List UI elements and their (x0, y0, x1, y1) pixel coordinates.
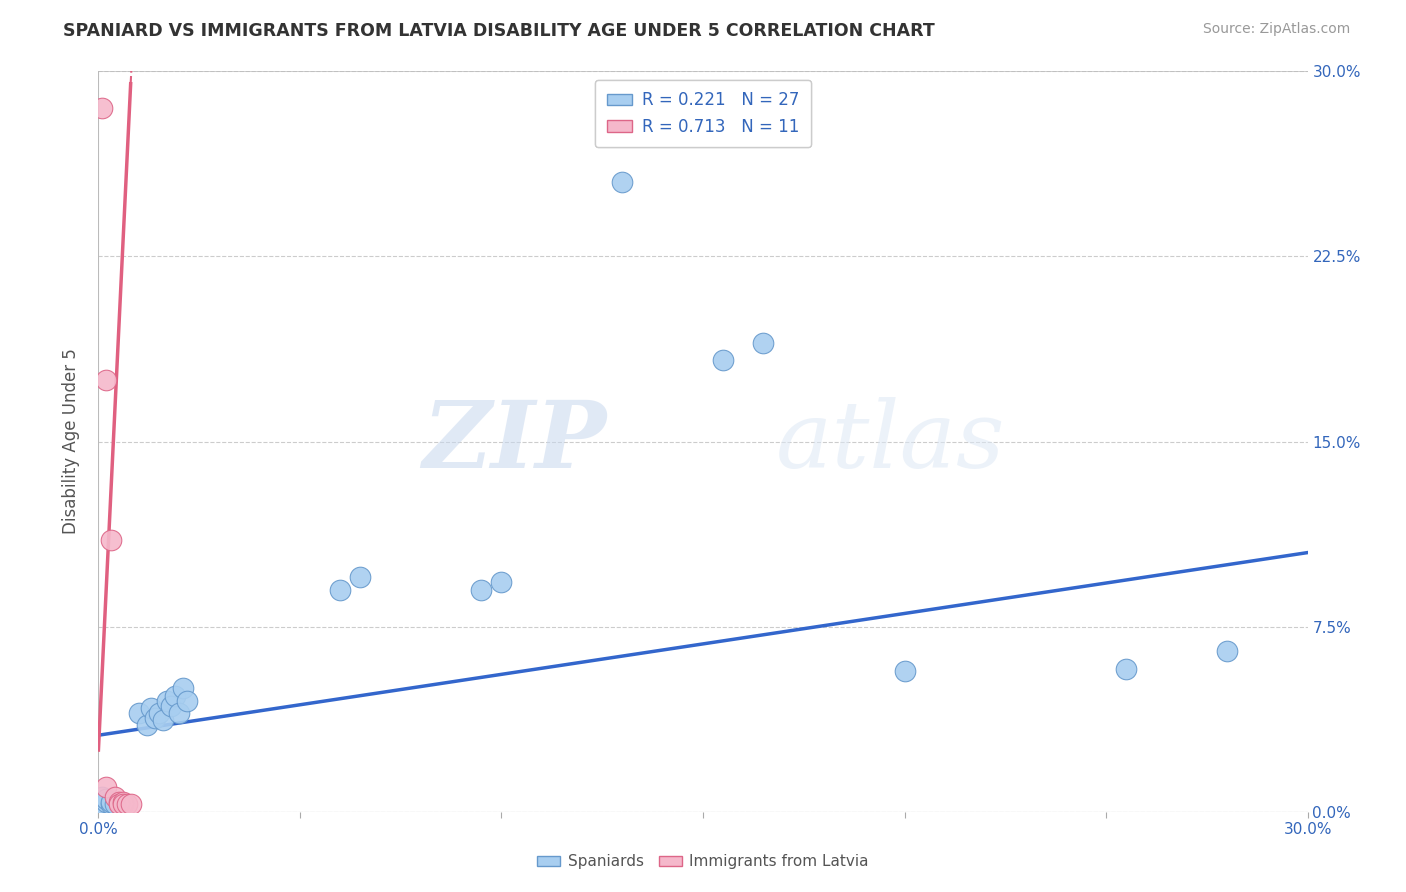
Point (491, 575, 513, 590)
Point (470, 582, 492, 597)
Point (91, 797, 114, 812)
Point (103, 789, 125, 804)
Point (711, 353, 734, 368)
Point (172, 681, 194, 696)
Point (1216, 644, 1239, 658)
Point (163, 689, 186, 703)
Point (152, 714, 174, 728)
Point (176, 694, 198, 708)
Point (100, 795, 122, 809)
Legend: Spaniards, Immigrants from Latvia: Spaniards, Immigrants from Latvia (531, 848, 875, 875)
Point (612, 175, 634, 190)
Point (143, 711, 166, 725)
Point (91, 795, 114, 809)
Point (160, 698, 183, 713)
Point (329, 582, 352, 597)
Text: atlas: atlas (776, 397, 1005, 486)
Point (120, 797, 142, 812)
Point (167, 706, 190, 720)
Point (96, 373, 118, 387)
Legend: R = 0.221   N = 27, R = 0.713   N = 11: R = 0.221 N = 27, R = 0.713 N = 11 (595, 79, 811, 147)
Point (96, 780, 118, 794)
Point (96, 795, 118, 809)
Point (111, 797, 134, 812)
Point (107, 795, 129, 809)
Point (100, 797, 122, 812)
Text: Source: ZipAtlas.com: Source: ZipAtlas.com (1202, 22, 1350, 37)
Point (91, 102, 114, 116)
Point (893, 664, 915, 678)
Point (349, 570, 371, 584)
Point (156, 694, 179, 708)
Point (115, 797, 138, 812)
Point (139, 701, 162, 715)
Point (135, 718, 157, 732)
Point (752, 335, 775, 350)
Point (96, 792, 118, 806)
Point (103, 797, 125, 812)
Point (107, 797, 129, 812)
Point (1115, 662, 1137, 676)
Point (100, 533, 122, 548)
Point (128, 706, 150, 720)
Point (148, 706, 170, 720)
Text: ZIP: ZIP (422, 397, 606, 486)
Point (111, 795, 134, 809)
Point (91, 789, 114, 804)
Text: SPANIARD VS IMMIGRANTS FROM LATVIA DISABILITY AGE UNDER 5 CORRELATION CHART: SPANIARD VS IMMIGRANTS FROM LATVIA DISAB… (63, 22, 935, 40)
Y-axis label: Disability Age Under 5: Disability Age Under 5 (62, 349, 80, 534)
